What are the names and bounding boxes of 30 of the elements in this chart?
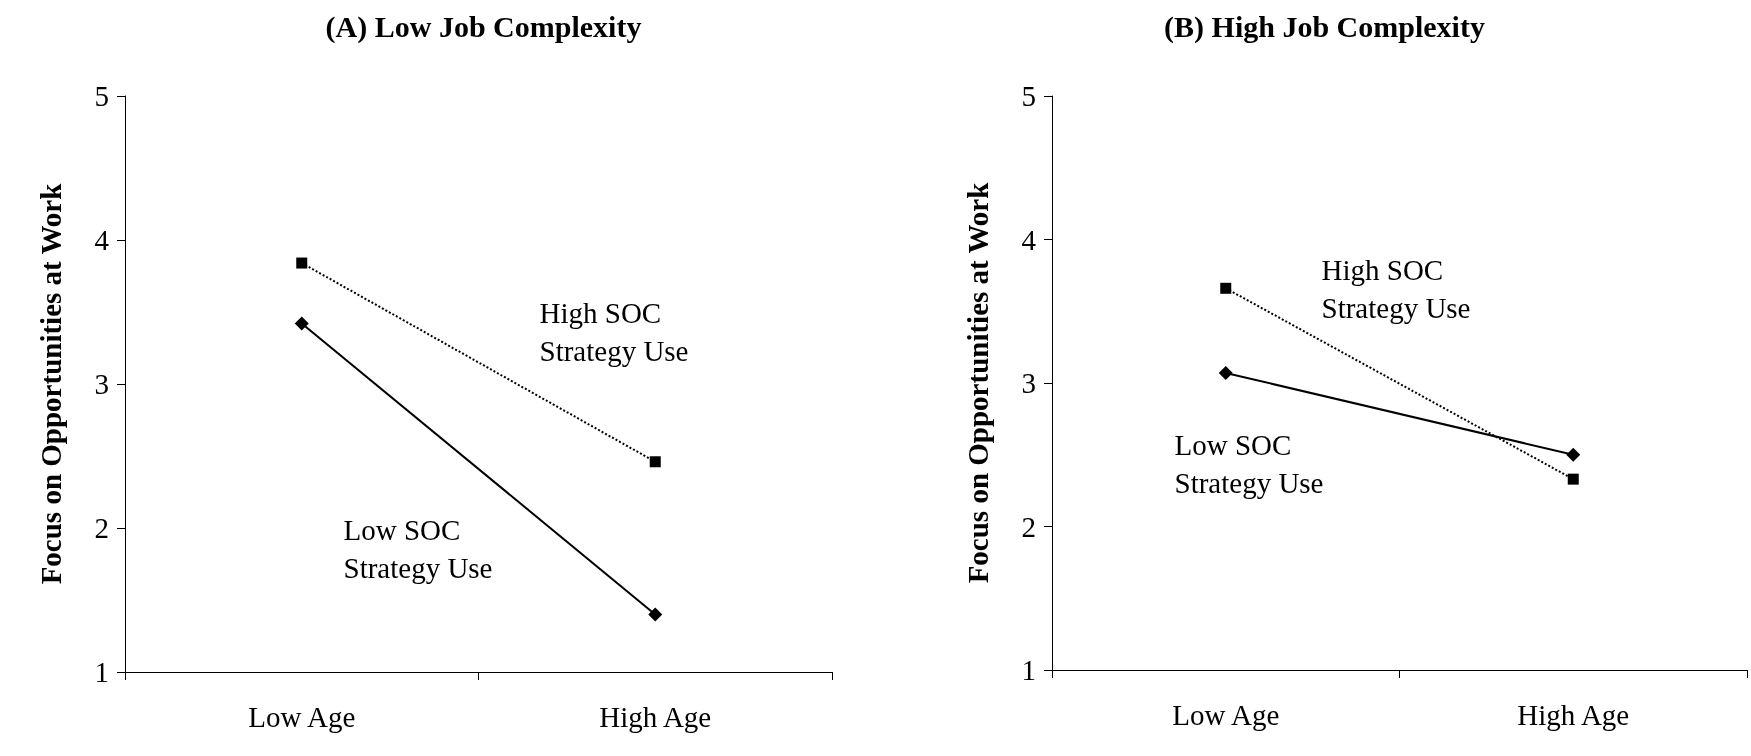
point <box>649 456 661 468</box>
y-tick-label: 3 <box>1021 367 1036 399</box>
y-tick-label: 4 <box>1021 223 1037 256</box>
point <box>294 316 309 331</box>
series-label: Low SOC Strategy Use <box>343 513 493 584</box>
chart-title: (B) High Job Complexity <box>1164 9 1485 44</box>
series-label: Low SOC Strategy Use <box>1174 428 1324 499</box>
y-axis-title: Focus on Opportunities at Work <box>961 181 994 584</box>
y-tick-label: 2 <box>1021 510 1036 543</box>
y-tick-label: 1 <box>94 656 109 688</box>
y-tick-label: 1 <box>1021 654 1036 686</box>
chart-title: (A) Low Job Complexity <box>325 9 642 44</box>
y-tick-label: 2 <box>94 512 109 544</box>
y-tick-label: 5 <box>94 80 109 112</box>
x-tick-label: Low Age <box>1172 698 1280 731</box>
y-tick-label: 3 <box>94 368 109 400</box>
point <box>296 257 308 269</box>
x-tick-label: High Age <box>599 700 712 733</box>
y-axis-title: Focus on Opportunities at Work <box>34 182 67 585</box>
y-tick-label: 4 <box>94 224 110 256</box>
point <box>648 607 663 622</box>
y-tick-label: 5 <box>1021 80 1036 112</box>
series-label: High SOC Strategy Use <box>1321 253 1471 324</box>
point <box>1220 282 1232 294</box>
point <box>1567 473 1579 485</box>
x-tick-label: High Age <box>1517 698 1630 731</box>
x-tick-label: Low Age <box>248 700 356 733</box>
point <box>1566 447 1581 462</box>
series-label: High SOC Strategy Use <box>539 297 689 368</box>
point <box>1218 365 1233 380</box>
